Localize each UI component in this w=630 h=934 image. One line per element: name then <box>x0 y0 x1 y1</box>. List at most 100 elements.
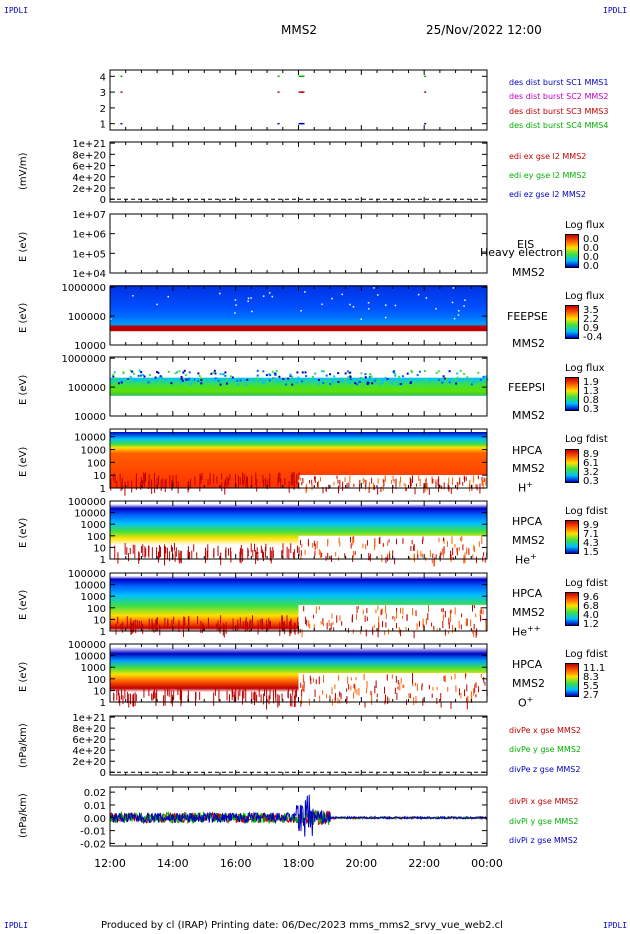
hpca-speckle <box>433 625 435 631</box>
hpca-speckle <box>239 686 241 697</box>
hpca-speckle <box>384 630 386 636</box>
feepsi-speckle <box>301 380 304 383</box>
hpca-speckle <box>450 615 452 623</box>
hpca-speckle <box>433 558 435 567</box>
feepsi-speckle <box>274 374 277 377</box>
hpca-speckle <box>122 622 124 633</box>
feepsi-speckle <box>185 378 188 381</box>
feepsi-speckle <box>155 378 158 381</box>
feepsi-speckle <box>120 379 123 382</box>
hpca-speckle <box>180 688 182 699</box>
hpca-speckle <box>300 540 302 545</box>
y-tick-label: 1 <box>100 627 106 638</box>
hpca-speckle <box>364 615 366 622</box>
feepsi-speckle <box>458 379 461 382</box>
hpca-speckle <box>428 487 430 496</box>
panel-frame <box>109 141 488 203</box>
hpca-speckle <box>339 615 341 621</box>
hpca-speckle <box>350 685 352 691</box>
feepse-speckle <box>247 300 249 302</box>
hpca-speckle <box>260 694 262 703</box>
hpca-speckle <box>297 617 299 630</box>
hpca-speckle <box>293 622 295 633</box>
hpca-speckle <box>281 616 283 629</box>
feepsi-colorbar <box>565 377 579 411</box>
hpca-speckle <box>202 624 204 633</box>
hpca-speckle <box>221 473 223 480</box>
hpca-he-cb-val: 9.9 <box>583 520 599 531</box>
hpca-speckle <box>395 675 397 683</box>
hpca-speckle <box>216 476 218 484</box>
feepsi-speckle <box>174 372 177 375</box>
y-tick-label: 0.00 <box>84 814 106 825</box>
feepsi-speckle <box>282 377 285 380</box>
hpca-speckle <box>422 621 424 628</box>
hpca-speckle <box>432 686 434 691</box>
hpca-he-label: HPCA <box>512 515 543 528</box>
feepsi-speckle <box>343 378 346 381</box>
hpca-speckle <box>349 536 351 543</box>
feepsi-speckle <box>262 382 265 385</box>
feepsi-speckle <box>270 381 273 384</box>
hpca-hepp-species: He++ <box>512 624 541 639</box>
hpca-speckle <box>290 543 292 553</box>
feepsi-speckle <box>161 376 164 379</box>
feepsi-speckle <box>224 371 227 374</box>
hpca-speckle <box>114 545 116 560</box>
hpca-h-species: H+ <box>518 480 533 495</box>
hpca-speckle <box>250 619 252 627</box>
hpca-speckle <box>468 548 470 555</box>
panel-frame <box>109 69 488 131</box>
y-tick-label: 1000000 <box>61 354 106 365</box>
y-tick-label: 100 <box>87 675 106 686</box>
feepse-speckle <box>384 304 387 306</box>
hpca-he-cb-val: 4.3 <box>583 538 599 549</box>
hpca-speckle <box>301 482 303 486</box>
legend-edi-ex: edi ex gse l2 MMS2 <box>509 152 587 161</box>
hpca-speckle <box>475 693 477 698</box>
hpca-speckle <box>451 536 453 544</box>
hpca-speckle <box>425 479 427 487</box>
hpca-speckle <box>374 539 376 548</box>
hpca-speckle <box>199 691 201 700</box>
hpca-speckle <box>303 681 305 688</box>
hpca-speckle <box>260 545 262 554</box>
hpca-speckle <box>378 623 380 629</box>
hpca-speckle <box>442 614 444 621</box>
hpca-speckle <box>309 675 311 681</box>
hpca-speckle <box>165 479 167 488</box>
hpca-speckle <box>269 689 271 700</box>
hpca-speckle <box>228 548 230 556</box>
hpca-speckle <box>394 616 396 622</box>
feepsi-speckle <box>256 378 259 381</box>
feepsi-cb-val: 0.3 <box>583 404 599 415</box>
y-tick-label: 1000 <box>81 446 106 457</box>
hpca-speckle <box>449 610 451 618</box>
hpca-speckle <box>301 696 303 704</box>
hpca-speckle <box>239 617 241 627</box>
hpca-speckle <box>431 693 433 698</box>
hpca-speckle <box>320 620 322 625</box>
hpca-speckle <box>269 473 271 487</box>
feepse-speckle <box>234 312 236 314</box>
hpca-speckle <box>163 695 165 706</box>
hpca-speckle <box>187 550 189 560</box>
hpca-speckle <box>472 629 474 634</box>
hpca-speckle <box>158 544 160 559</box>
hpca-speckle <box>255 551 257 560</box>
hpca-speckle <box>369 553 371 558</box>
hpca-speckle <box>272 547 274 559</box>
hpca-speckle <box>483 477 485 482</box>
y-tick-label: 10000 <box>74 581 106 592</box>
hpca-speckle <box>133 620 135 631</box>
hpca-speckle <box>234 474 236 487</box>
hpca-speckle <box>441 608 443 612</box>
y-tick-label: 2e+20 <box>72 184 106 195</box>
feepsi-speckle <box>178 370 181 373</box>
hpca-speckle <box>277 694 279 708</box>
hpca-speckle <box>413 543 415 551</box>
feepsi-speckle <box>214 372 217 375</box>
feepsi-speckle <box>239 379 242 382</box>
feepsi-speckle <box>297 376 300 379</box>
hpca-speckle <box>232 690 234 697</box>
